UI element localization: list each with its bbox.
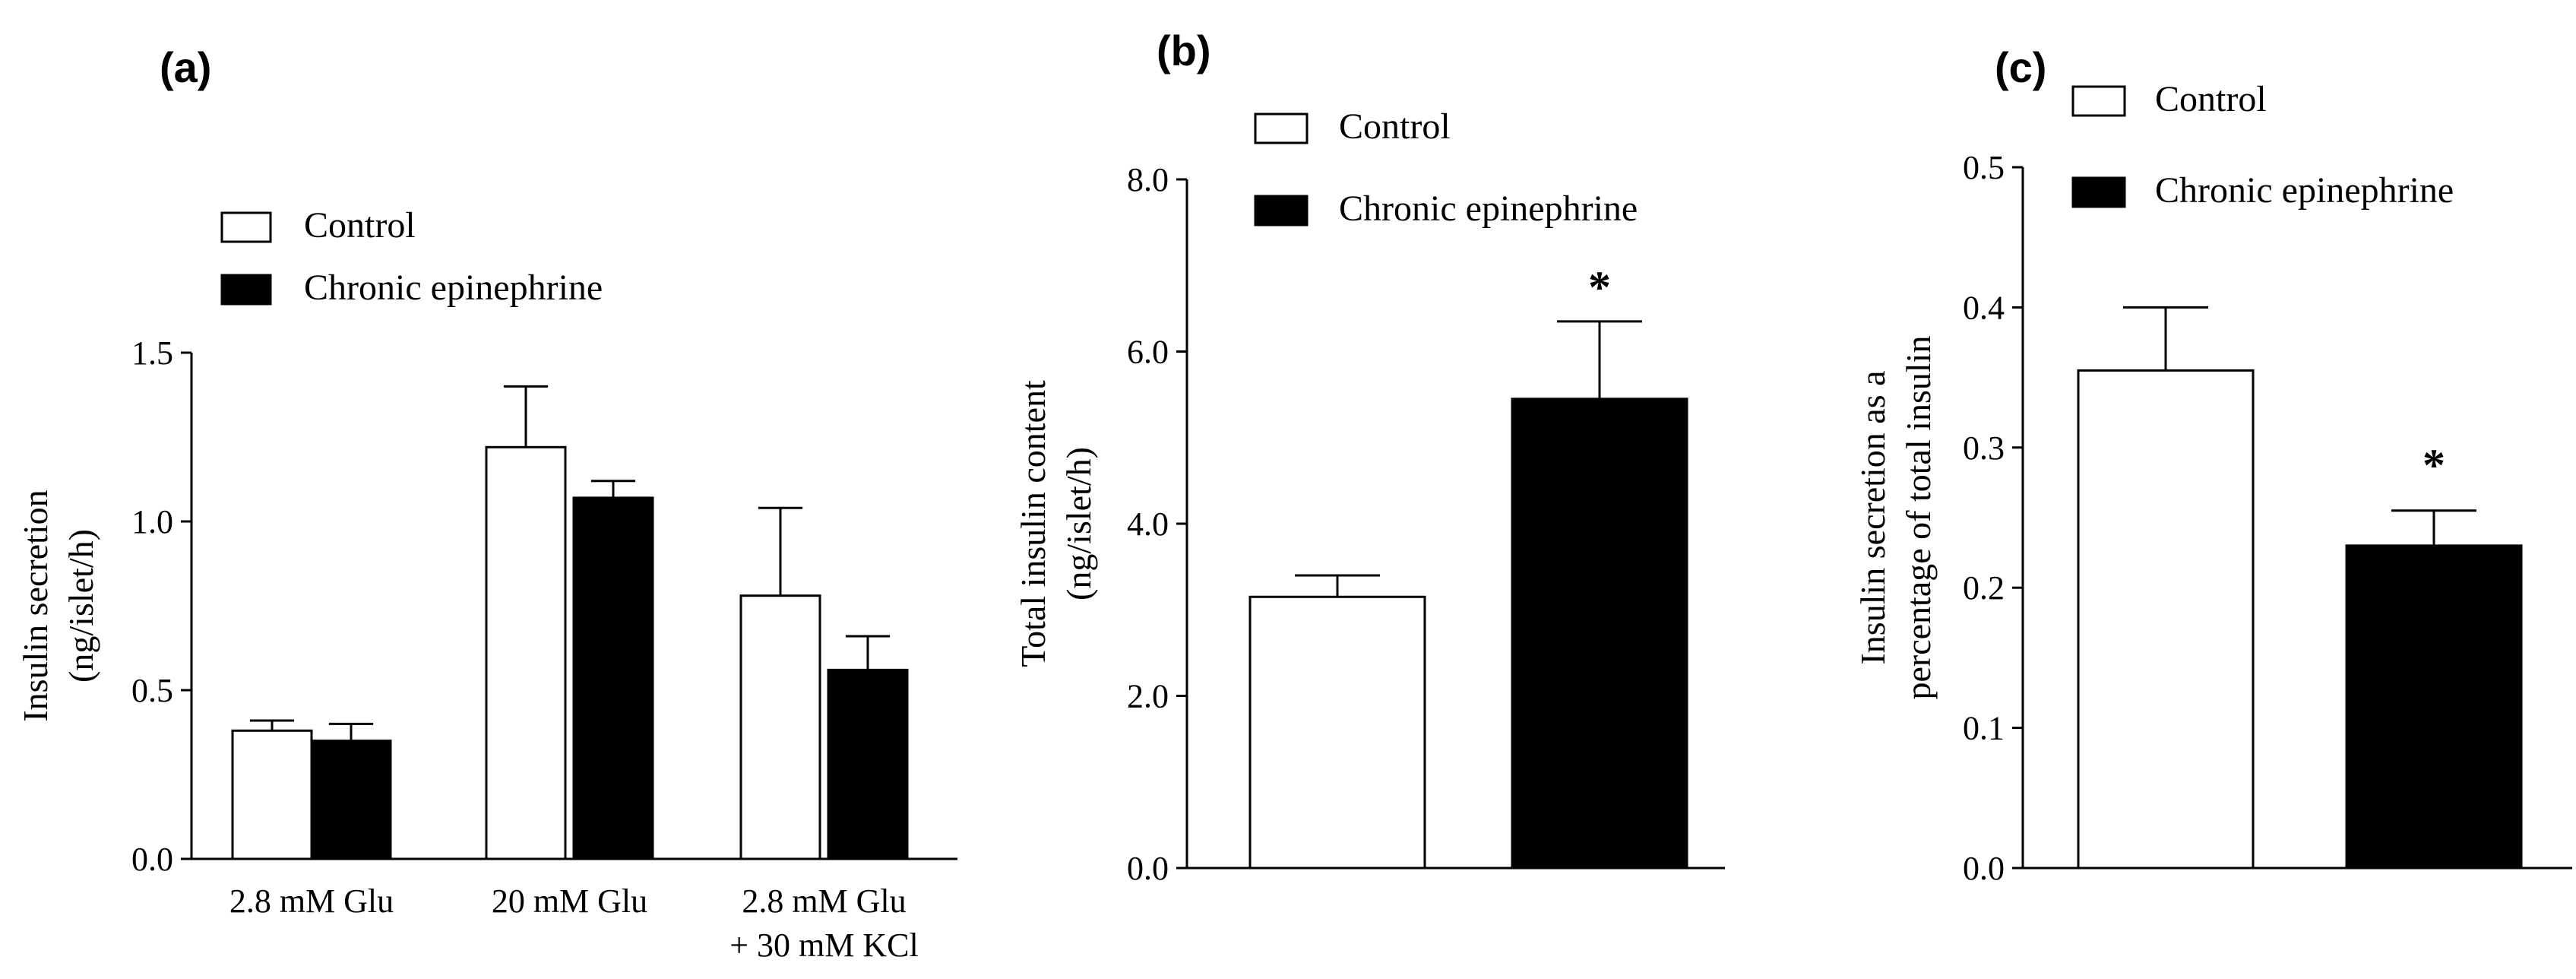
panel-b-significance-star: * bbox=[1588, 262, 1611, 312]
panel-b-letter: (b) bbox=[1157, 27, 1211, 74]
panel-b-bar bbox=[1248, 595, 1426, 870]
panel-c-y-axis-label: percentage of total insulin bbox=[1899, 335, 1938, 699]
panel-c-y-tick-label: 0.0 bbox=[1963, 850, 2005, 887]
panel-c-letter: (c) bbox=[1995, 43, 2046, 91]
panel-a-category-label: 2.8 mM Glu bbox=[742, 882, 906, 920]
panel-b-legend-swatch bbox=[1254, 112, 1309, 144]
panel-b-legend-swatch bbox=[1254, 195, 1309, 227]
panel-c-y-tick-label: 0.1 bbox=[1963, 710, 2005, 747]
panel-b-legend-label: Control bbox=[1339, 106, 1451, 147]
panel-b-y-tick-label: 0.0 bbox=[1127, 850, 1169, 887]
panel-a-legend-label: Chronic epinephrine bbox=[304, 268, 603, 308]
panel-b-y-axis-label: Total insulin content bbox=[1014, 380, 1052, 667]
panel-a-category-label: 2.8 mM Glu bbox=[229, 882, 394, 920]
panel-a-y-tick-label: 0.0 bbox=[131, 841, 173, 878]
panel-a-bar bbox=[827, 668, 909, 860]
panel-a-category-label: 20 mM Glu bbox=[492, 882, 647, 920]
panel-b-y-tick-label: 6.0 bbox=[1127, 334, 1169, 371]
panel-b-legend-label: Chronic epinephrine bbox=[1339, 189, 1638, 229]
panel-b-y-axis-label: (ng/islet/h) bbox=[1059, 447, 1098, 600]
panel-a-y-tick-label: 0.5 bbox=[131, 672, 173, 709]
panel-c-legend-swatch bbox=[2071, 85, 2126, 117]
panel-b-y-tick-label: 4.0 bbox=[1127, 505, 1169, 543]
panel-a-bar bbox=[739, 594, 821, 860]
panel-c-y-axis-label: Insulin secretion as a bbox=[1853, 370, 1892, 664]
panel-a-bar bbox=[485, 445, 567, 860]
panel-b-y-tick-label: 2.0 bbox=[1127, 678, 1169, 715]
panel-a-legend-label: Control bbox=[304, 205, 416, 246]
panel-a-y-axis-label: Insulin secretion bbox=[16, 489, 55, 721]
panel-c-y-tick-label: 0.4 bbox=[1963, 289, 2005, 326]
panel-b: (b) 0.0 2.0 4.0 6.0 8.0 Total insulin content… bbox=[1014, 27, 1725, 887]
panel-a-y-tick-label: 1.5 bbox=[131, 334, 173, 372]
panel-c-bar bbox=[2345, 544, 2523, 870]
panel-c-legend-label: Control bbox=[2155, 79, 2267, 119]
panel-a-legend-swatch bbox=[220, 211, 272, 243]
panel-a-y-axis-label: (ng/islet/h) bbox=[62, 529, 100, 683]
panel-c-y-tick-label: 0.5 bbox=[1963, 149, 2005, 186]
panel-a: (a) 0.0 0.5 1.0 1.5 Insulin secretion (ng/isl… bbox=[16, 43, 957, 964]
panel-c-bar bbox=[2077, 369, 2255, 870]
panel-a-letter: (a) bbox=[160, 43, 211, 91]
panel-b-bar bbox=[1511, 398, 1688, 870]
panel-b-y-tick-label: 8.0 bbox=[1127, 161, 1169, 198]
panel-a-bar bbox=[231, 729, 313, 860]
panel-c-y-tick-label: 0.2 bbox=[1963, 569, 2005, 607]
panel-a-bar bbox=[572, 496, 654, 860]
panel-c-legend-label: Chronic epinephrine bbox=[2155, 170, 2454, 211]
panel-c-legend-swatch bbox=[2071, 176, 2126, 208]
panel-a-legend-swatch bbox=[220, 274, 272, 306]
panel-c-significance-star: * bbox=[2423, 440, 2445, 490]
panel-a-y-tick-label: 1.0 bbox=[131, 503, 173, 540]
panel-c: (c) 0.0 0.1 0.2 0.3 0.4 0.5 Insulin secretion … bbox=[1853, 43, 2572, 887]
panel-a-category-label: + 30 mM KCl bbox=[729, 927, 919, 964]
panel-c-y-tick-label: 0.3 bbox=[1963, 429, 2005, 467]
panel-a-bar bbox=[310, 740, 392, 860]
